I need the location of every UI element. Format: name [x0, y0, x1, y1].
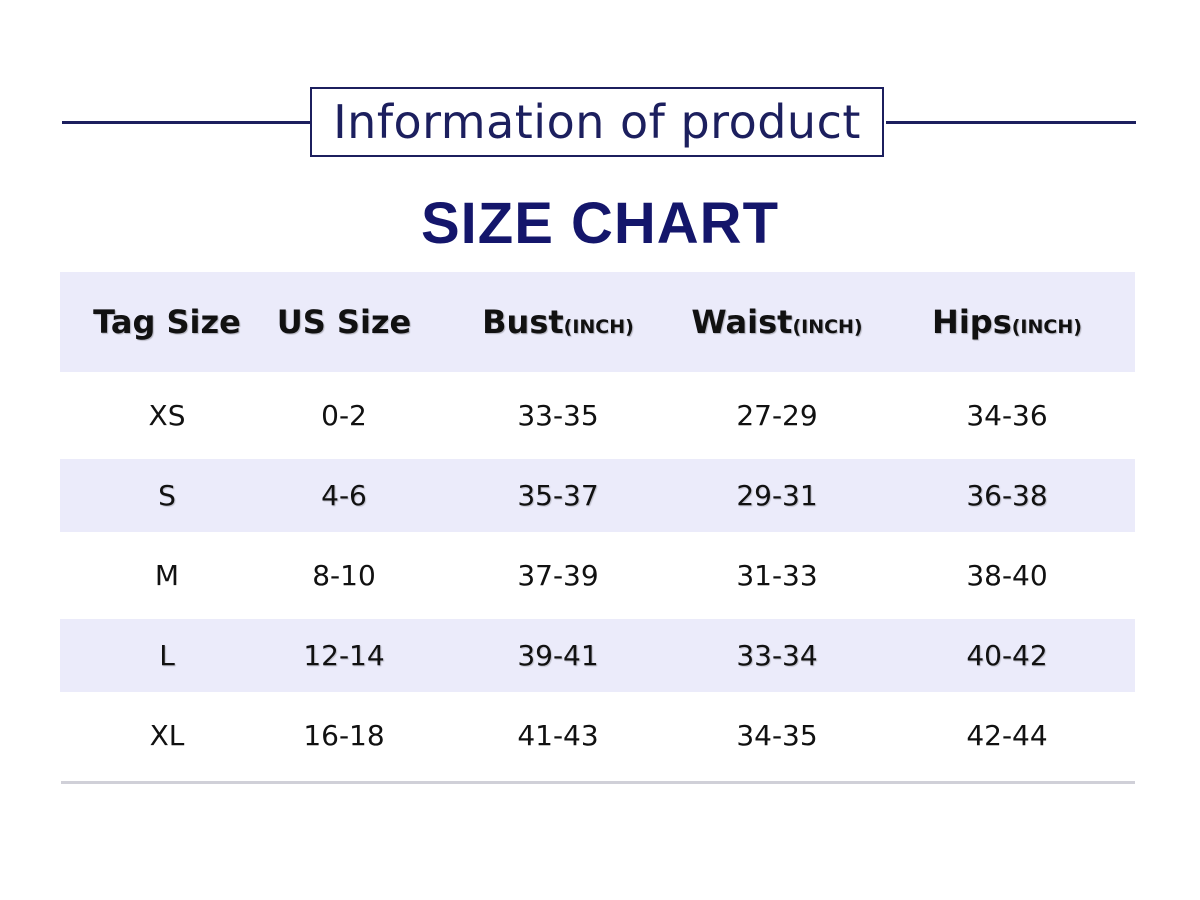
cell-waist: 27-29 [736, 399, 818, 432]
cell-tag-size: XL [149, 719, 185, 752]
header-us-size: US Size [244, 272, 444, 372]
cell-bust: 37-39 [517, 559, 599, 592]
table-row: XL 16-18 41-43 34-35 42-44 [60, 692, 1135, 779]
header-hips: Hips (INCH) [896, 272, 1118, 372]
product-info-title-box: Information of product [310, 87, 884, 157]
header-label: Waist [691, 303, 793, 341]
cell-waist: 31-33 [736, 559, 818, 592]
size-chart-table: Tag Size US Size Bust (INCH) Waist (INCH) … [60, 272, 1135, 779]
cell-hips: 36-38 [966, 479, 1048, 512]
cell-tag-size: XS [148, 399, 186, 432]
cell-hips: 40-42 [966, 639, 1048, 672]
header-label: US Size [276, 303, 412, 341]
cell-waist: 29-31 [736, 479, 818, 512]
cell-bust: 39-41 [517, 639, 599, 672]
header-waist: Waist (INCH) [666, 272, 888, 372]
cell-waist: 34-35 [736, 719, 818, 752]
cell-bust: 41-43 [517, 719, 599, 752]
cell-bust: 33-35 [517, 399, 599, 432]
cell-us-size: 8-10 [312, 559, 376, 592]
cell-hips: 34-36 [966, 399, 1048, 432]
cell-us-size: 16-18 [303, 719, 385, 752]
header-unit: (INCH) [792, 316, 863, 338]
product-info-title: Information of product [333, 95, 861, 149]
header-tag-size: Tag Size [60, 272, 274, 372]
size-chart-heading: SIZE CHART [421, 191, 779, 256]
table-row: XS 0-2 33-35 27-29 34-36 [60, 372, 1135, 459]
cell-us-size: 4-6 [321, 479, 367, 512]
cell-tag-size: M [154, 559, 180, 592]
cell-bust: 35-37 [517, 479, 599, 512]
table-row: M 8-10 37-39 31-33 38-40 [60, 532, 1135, 619]
cell-us-size: 0-2 [321, 399, 367, 432]
header-label: Tag Size [93, 303, 241, 341]
cell-hips: 38-40 [966, 559, 1048, 592]
cell-hips: 42-44 [966, 719, 1048, 752]
cell-us-size: 12-14 [303, 639, 385, 672]
cell-tag-size: L [159, 639, 175, 672]
table-row: S 4-6 35-37 29-31 36-38 [60, 459, 1135, 532]
header-label: Bust [482, 303, 564, 341]
header-unit: (INCH) [563, 316, 634, 338]
title-rule-right [886, 121, 1136, 124]
header-bust: Bust (INCH) [448, 272, 668, 372]
table-header-row: Tag Size US Size Bust (INCH) Waist (INCH) … [60, 272, 1135, 372]
table-row: L 12-14 39-41 33-34 40-42 [60, 619, 1135, 692]
table-bottom-rule [61, 781, 1135, 784]
cell-waist: 33-34 [736, 639, 818, 672]
header-label: Hips [932, 303, 1012, 341]
title-rule-left [62, 121, 312, 124]
header-unit: (INCH) [1011, 316, 1082, 338]
cell-tag-size: S [158, 479, 176, 512]
